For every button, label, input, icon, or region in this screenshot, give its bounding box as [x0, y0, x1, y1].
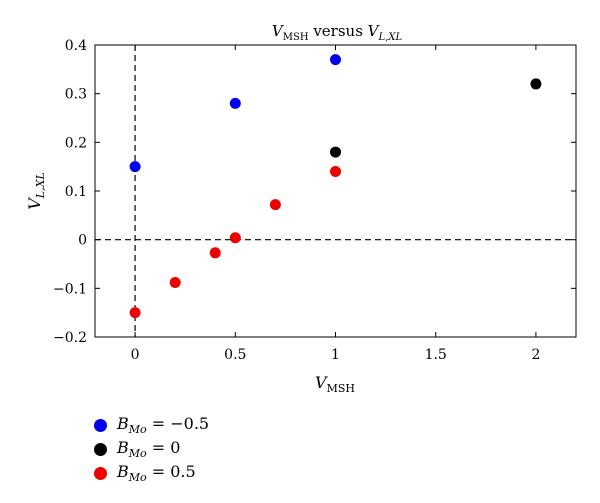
x-tick-label: 1.5 [425, 347, 447, 363]
y-tick-label: 0 [78, 233, 87, 249]
title-mid: versus [309, 22, 368, 40]
x-tick-label: 1 [331, 347, 340, 363]
data-point [330, 146, 341, 158]
x-tick-label: 0.5 [224, 347, 246, 363]
data-point [330, 166, 341, 178]
data-point [530, 78, 542, 90]
data-point [129, 307, 141, 319]
chart-title: VMSH versus VL,XL [272, 22, 403, 43]
title-var-b: V [368, 22, 381, 40]
legend-marker [94, 466, 107, 480]
plot-frame [94, 44, 577, 338]
x-tick-label: 2 [531, 347, 540, 363]
y-tick-label: −0.2 [53, 330, 87, 346]
data-point [229, 232, 241, 244]
x-axis-label: VMSH [315, 373, 355, 395]
data-point [209, 247, 221, 259]
y-tick-label: 0.4 [65, 38, 87, 54]
data-point [169, 276, 181, 288]
x-axis-ticks: 0 0.5 1 1.5 2 [131, 45, 540, 363]
y-tick-label: 0.1 [65, 184, 87, 200]
title-var-a: V [272, 22, 285, 40]
legend-item: BMo = 0 [94, 438, 209, 460]
x-tick-label: 0 [131, 347, 140, 363]
legend: BMo = −0.5 BMo = 0 BMo = 0.5 [94, 414, 209, 486]
legend-label: BMo = −0.5 [117, 413, 210, 437]
legend-label: BMo = 0.5 [117, 461, 196, 485]
y-tick-label: 0.3 [65, 87, 87, 103]
legend-item: BMo = 0.5 [94, 462, 209, 484]
data-point [330, 54, 341, 66]
data-points [129, 54, 542, 319]
title-var-b-sub: L,XL [378, 32, 403, 43]
scatter-chart: VMSH versus VL,XL 0 0.5 1 1.5 2 −0.2−0.100.1… [25, 22, 577, 395]
data-point [129, 161, 141, 173]
title-var-a-sub: MSH [283, 32, 309, 43]
y-tick-label: −0.1 [53, 281, 87, 297]
data-point [269, 199, 281, 211]
legend-marker [94, 442, 107, 456]
data-point [229, 97, 241, 109]
legend-item: BMo = −0.5 [94, 414, 209, 436]
legend-marker [94, 418, 107, 432]
legend-label: BMo = 0 [117, 437, 181, 461]
y-axis-ticks: −0.2 −0.1 0 0.1 0.2 0.3 0.4 [53, 38, 576, 346]
y-axis-label: VL,XL [25, 172, 47, 210]
y-tick-label: 0.2 [65, 135, 87, 151]
